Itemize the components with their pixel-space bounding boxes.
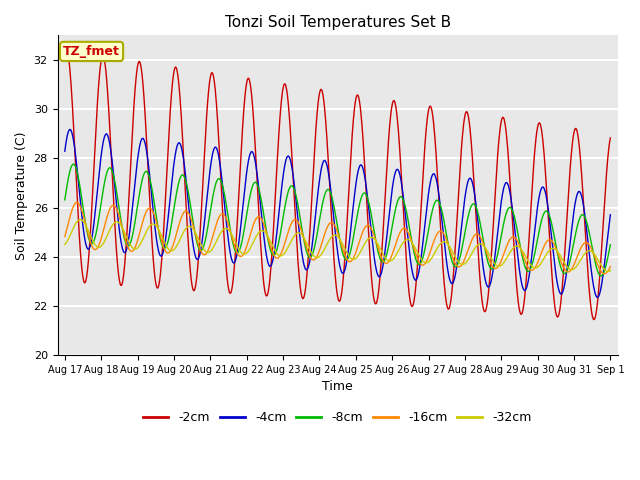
Text: TZ_fmet: TZ_fmet xyxy=(63,45,120,58)
Y-axis label: Soil Temperature (C): Soil Temperature (C) xyxy=(15,131,28,260)
X-axis label: Time: Time xyxy=(322,381,353,394)
Title: Tonzi Soil Temperatures Set B: Tonzi Soil Temperatures Set B xyxy=(225,15,451,30)
Legend: -2cm, -4cm, -8cm, -16cm, -32cm: -2cm, -4cm, -8cm, -16cm, -32cm xyxy=(138,406,537,429)
